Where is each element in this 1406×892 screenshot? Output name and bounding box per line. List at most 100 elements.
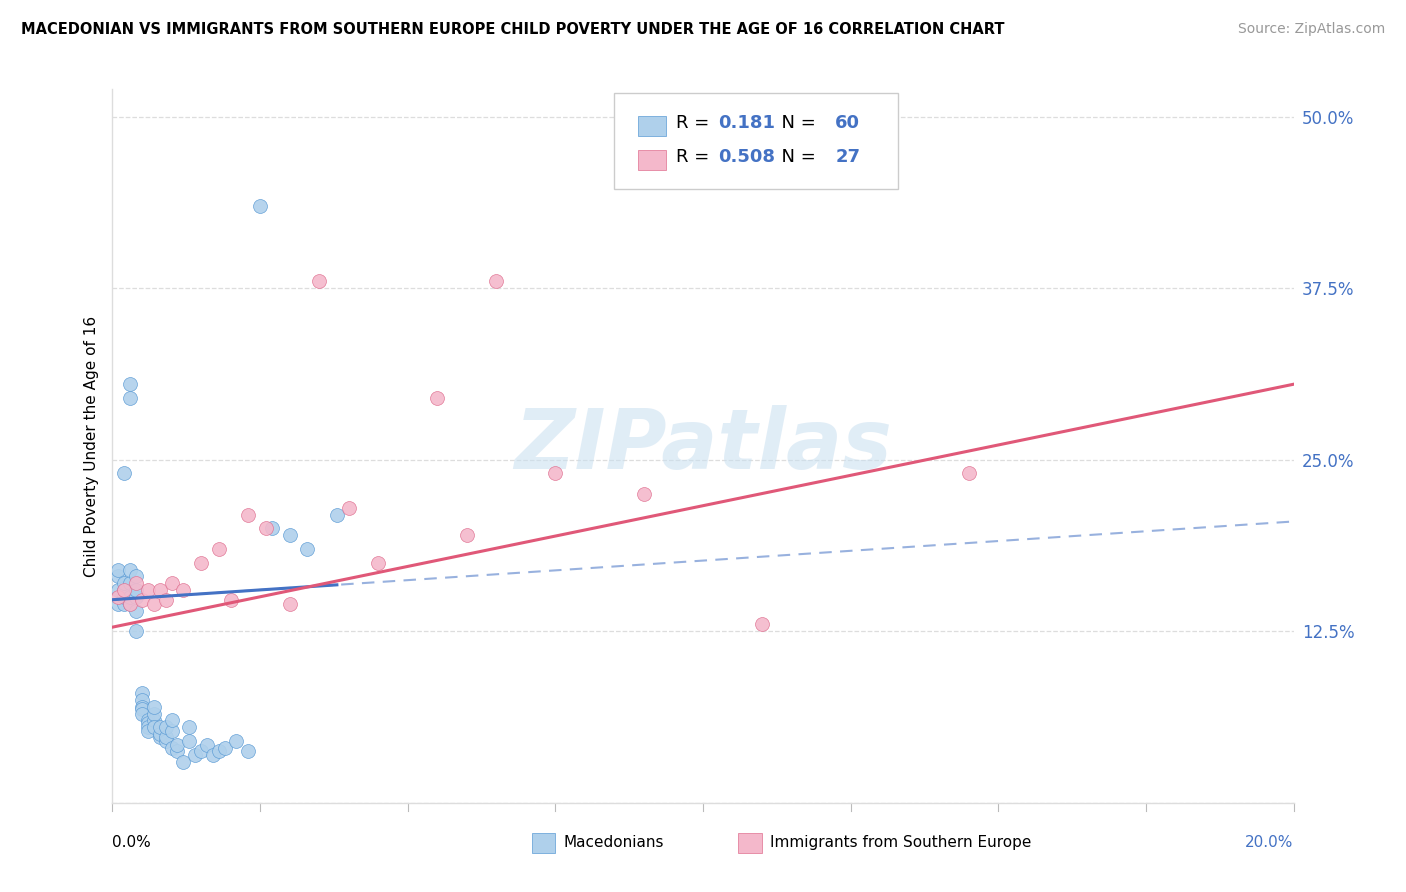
Point xyxy=(149,730,172,744)
Point xyxy=(131,686,153,700)
Point xyxy=(136,714,159,728)
Point xyxy=(278,528,301,542)
Point xyxy=(107,583,129,598)
Text: MACEDONIAN VS IMMIGRANTS FROM SOUTHERN EUROPE CHILD POVERTY UNDER THE AGE OF 16 : MACEDONIAN VS IMMIGRANTS FROM SOUTHERN E… xyxy=(21,22,1005,37)
Point xyxy=(120,391,142,405)
FancyBboxPatch shape xyxy=(738,833,762,853)
Point xyxy=(136,583,159,598)
Point xyxy=(633,487,655,501)
Point xyxy=(184,747,207,762)
Point xyxy=(136,724,159,739)
Point xyxy=(190,556,212,570)
Point xyxy=(179,720,201,734)
Text: N =: N = xyxy=(770,114,823,132)
Point xyxy=(120,590,142,604)
Point xyxy=(112,467,135,481)
Point xyxy=(125,576,148,591)
Point xyxy=(957,467,980,481)
Point xyxy=(131,693,153,707)
Point xyxy=(308,274,330,288)
Point xyxy=(426,391,449,405)
Point xyxy=(107,597,129,611)
Point xyxy=(485,274,508,288)
Point xyxy=(751,617,773,632)
Text: R =: R = xyxy=(676,148,714,166)
Point xyxy=(337,500,360,515)
Point xyxy=(142,597,165,611)
Point xyxy=(160,724,183,739)
Point xyxy=(456,528,478,542)
Point xyxy=(254,521,277,535)
Point xyxy=(260,521,283,535)
Point xyxy=(155,720,177,734)
FancyBboxPatch shape xyxy=(638,116,666,136)
Point xyxy=(120,576,142,591)
Text: Source: ZipAtlas.com: Source: ZipAtlas.com xyxy=(1237,22,1385,37)
Y-axis label: Child Poverty Under the Age of 16: Child Poverty Under the Age of 16 xyxy=(83,316,98,576)
Point xyxy=(131,702,153,716)
Point xyxy=(149,720,172,734)
Point xyxy=(120,562,142,576)
Point xyxy=(142,706,165,721)
Point xyxy=(249,199,271,213)
Point xyxy=(214,740,236,755)
Point xyxy=(172,583,194,598)
Point xyxy=(107,590,129,604)
Point xyxy=(201,747,224,762)
Point xyxy=(172,755,194,769)
Point xyxy=(131,592,153,607)
Point xyxy=(155,592,177,607)
FancyBboxPatch shape xyxy=(531,833,555,853)
Point xyxy=(142,699,165,714)
Point xyxy=(112,583,135,598)
Point xyxy=(367,556,389,570)
Point xyxy=(125,624,148,639)
Text: 20.0%: 20.0% xyxy=(1246,835,1294,850)
Point xyxy=(149,727,172,741)
Point xyxy=(136,720,159,734)
Text: R =: R = xyxy=(676,114,714,132)
Point xyxy=(149,583,172,598)
Point xyxy=(112,590,135,604)
Point xyxy=(107,562,129,576)
Text: Immigrants from Southern Europe: Immigrants from Southern Europe xyxy=(770,835,1032,849)
Point xyxy=(112,576,135,591)
Text: 0.181: 0.181 xyxy=(718,114,775,132)
FancyBboxPatch shape xyxy=(614,93,898,189)
Point xyxy=(120,597,142,611)
Point xyxy=(131,706,153,721)
Point xyxy=(179,734,201,748)
Point xyxy=(166,738,188,752)
Point xyxy=(120,597,142,611)
Text: 60: 60 xyxy=(835,114,860,132)
Point xyxy=(278,597,301,611)
Point xyxy=(208,541,231,556)
Text: 0.508: 0.508 xyxy=(718,148,775,166)
Point xyxy=(544,467,567,481)
Point xyxy=(208,744,231,758)
Point xyxy=(219,592,242,607)
Point xyxy=(297,541,319,556)
Point xyxy=(142,720,165,734)
Point xyxy=(125,583,148,598)
Point xyxy=(136,716,159,731)
Point xyxy=(112,597,135,611)
Point xyxy=(107,569,129,583)
Text: N =: N = xyxy=(770,148,823,166)
Text: Macedonians: Macedonians xyxy=(564,835,664,849)
Point xyxy=(120,377,142,392)
Point xyxy=(112,583,135,598)
Point xyxy=(166,744,188,758)
Text: 0.0%: 0.0% xyxy=(112,835,152,850)
Point xyxy=(238,508,260,522)
Point xyxy=(195,738,218,752)
Point xyxy=(131,699,153,714)
Point xyxy=(155,730,177,744)
Text: 27: 27 xyxy=(835,148,860,166)
Text: ZIPatlas: ZIPatlas xyxy=(515,406,891,486)
Point xyxy=(155,734,177,748)
Point xyxy=(160,576,183,591)
Point xyxy=(225,734,247,748)
Point xyxy=(125,569,148,583)
Point xyxy=(238,744,260,758)
